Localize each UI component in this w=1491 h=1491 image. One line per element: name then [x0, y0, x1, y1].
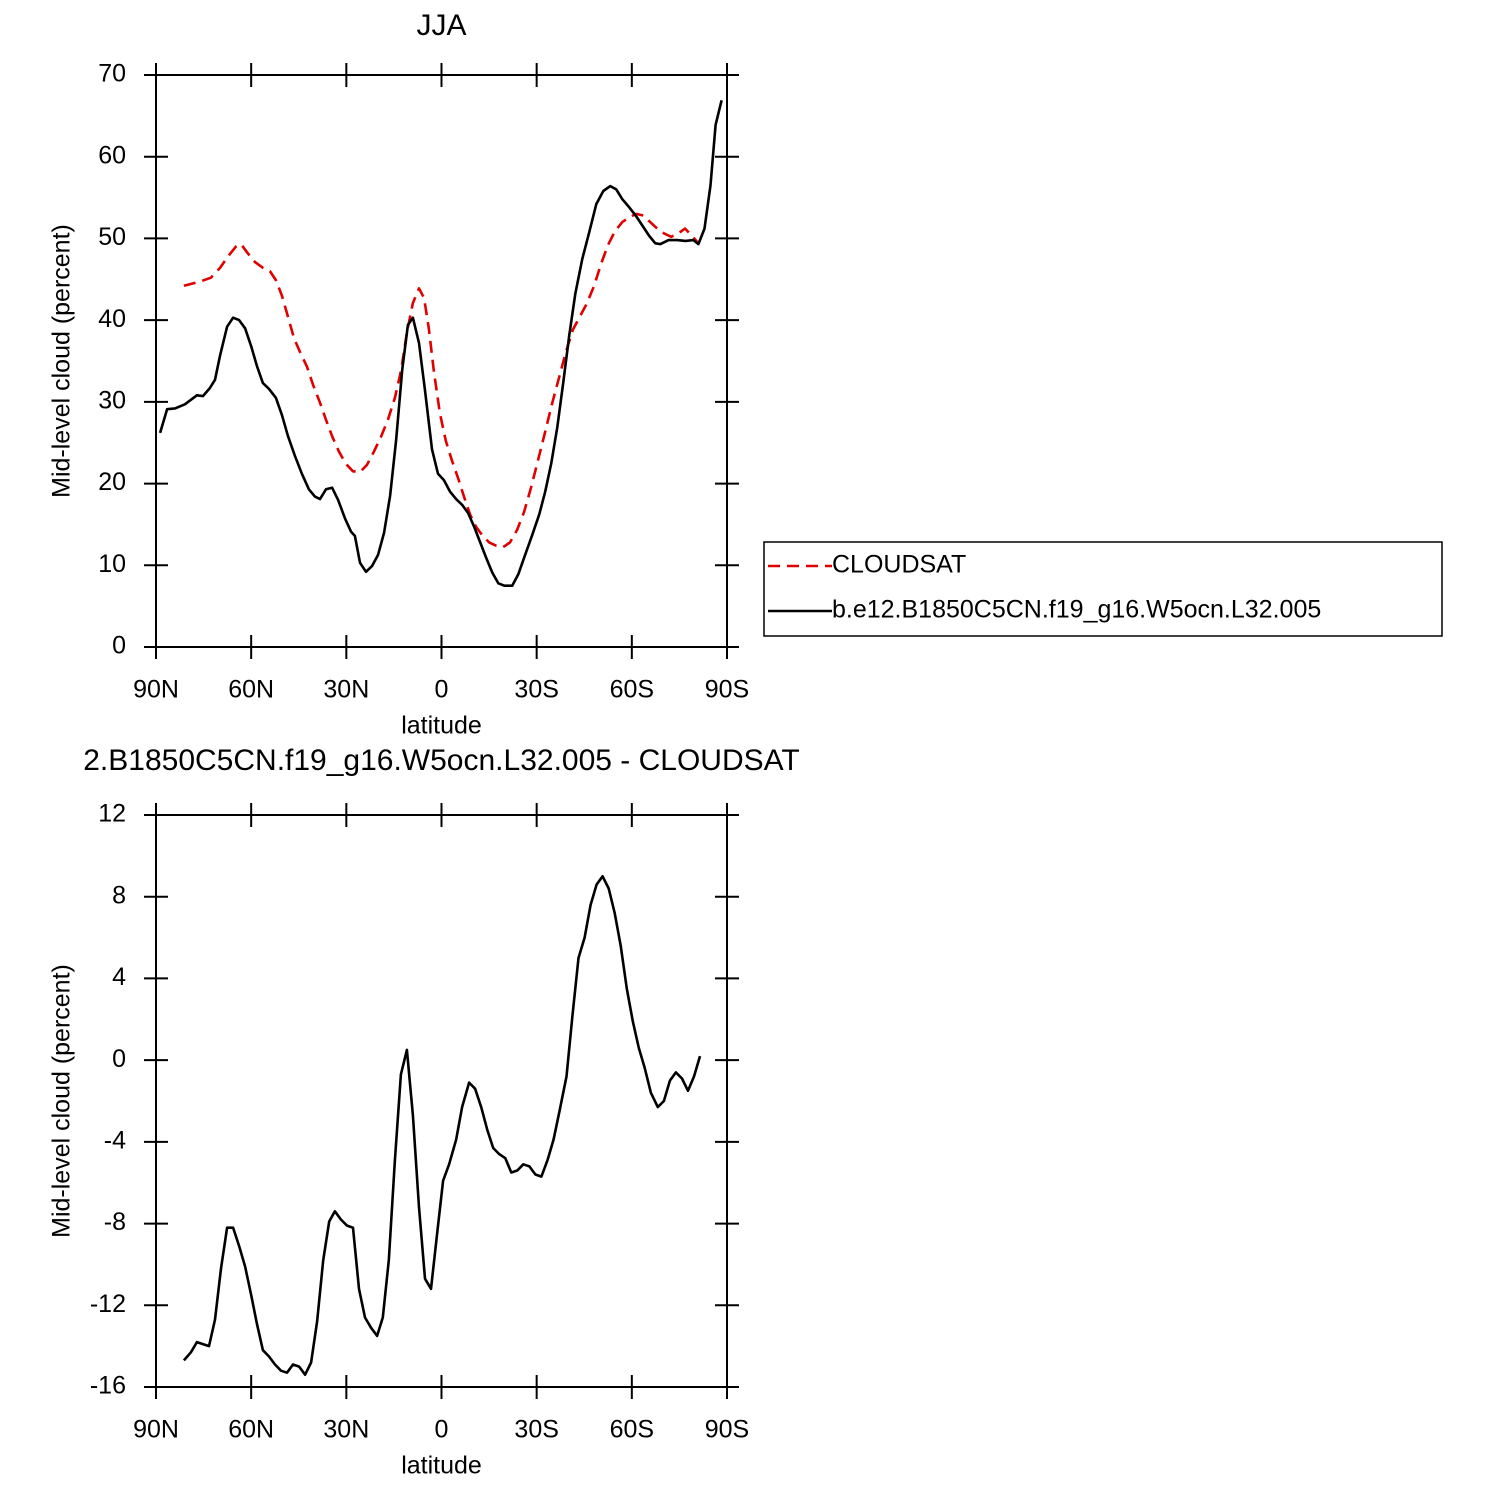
- chart-title: 2.B1850C5CN.f19_g16.W5ocn.L32.005 - CLOU…: [83, 744, 800, 777]
- x-tick-label: 30N: [323, 1416, 369, 1444]
- series-line: [183, 212, 701, 549]
- y-tick-label: 4: [112, 963, 126, 991]
- x-tick-label: 60S: [610, 1416, 654, 1444]
- x-tick-label: 30S: [514, 1416, 558, 1444]
- x-tick-label: 60N: [228, 1416, 274, 1444]
- x-axis-label: latitude: [401, 1452, 482, 1480]
- x-tick-label: 0: [435, 1416, 449, 1444]
- x-tick-label: 30S: [514, 676, 558, 704]
- y-tick-label: 20: [98, 468, 126, 496]
- y-tick-label: 8: [112, 881, 126, 909]
- chart-title: JJA: [416, 9, 466, 42]
- y-tick-label: 10: [98, 550, 126, 578]
- x-tick-label: 60N: [228, 676, 274, 704]
- y-tick-label: 70: [98, 60, 126, 88]
- y-tick-label: 40: [98, 305, 126, 333]
- y-tick-label: 0: [112, 632, 126, 660]
- y-axis-label: Mid-level cloud (percent): [48, 224, 76, 498]
- y-axis-label: Mid-level cloud (percent): [48, 964, 76, 1238]
- y-tick-label: 60: [98, 141, 126, 169]
- y-tick-label: -4: [104, 1126, 126, 1154]
- plot-frame: [155, 814, 728, 1388]
- y-tick-label: -12: [90, 1290, 126, 1318]
- x-tick-label: 0: [435, 676, 449, 704]
- x-tick-label: 90N: [133, 1416, 179, 1444]
- series-line: [158, 99, 723, 587]
- plot-frame: [155, 74, 728, 648]
- legend-label: CLOUDSAT: [832, 551, 966, 579]
- y-tick-label: 12: [98, 800, 126, 828]
- y-tick-label: 50: [98, 223, 126, 251]
- y-tick-label: -16: [90, 1372, 126, 1400]
- x-tick-label: 90S: [705, 1416, 749, 1444]
- series-line: [182, 875, 702, 1376]
- legend-label: b.e12.B1850C5CN.f19_g16.W5ocn.L32.005: [832, 596, 1321, 624]
- x-tick-label: 90N: [133, 676, 179, 704]
- x-tick-label: 60S: [610, 676, 654, 704]
- x-axis-label: latitude: [401, 712, 482, 740]
- y-tick-label: 0: [112, 1045, 126, 1073]
- legend-box: [763, 541, 1443, 637]
- x-tick-label: 30N: [323, 676, 369, 704]
- y-tick-label: 30: [98, 386, 126, 414]
- y-tick-label: -8: [104, 1208, 126, 1236]
- x-tick-label: 90S: [705, 676, 749, 704]
